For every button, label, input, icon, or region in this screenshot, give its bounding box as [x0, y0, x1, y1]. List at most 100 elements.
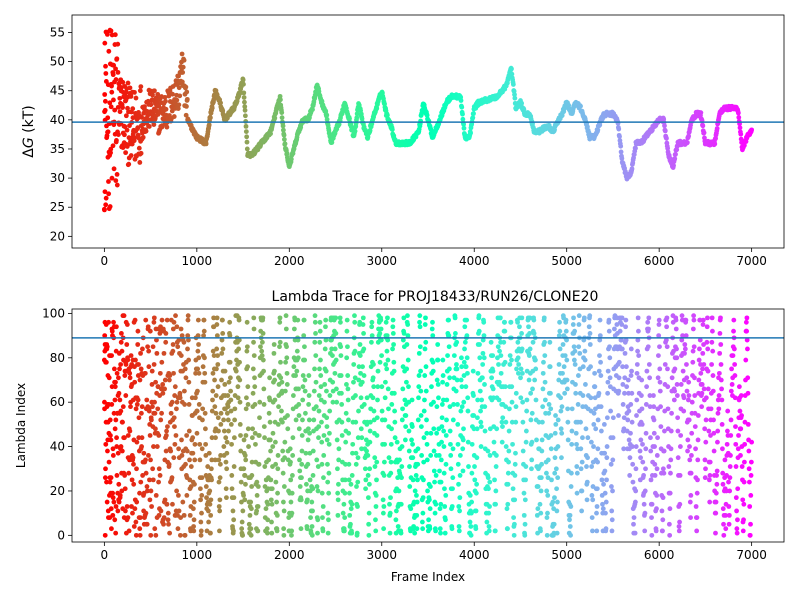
x-tick-label: 6000 [644, 254, 675, 268]
lambda-point [715, 439, 720, 445]
lambda-point [513, 404, 519, 410]
lambda-point [254, 479, 260, 485]
lambda-point [143, 470, 149, 476]
lambda-point [338, 344, 344, 350]
lambda-point [138, 366, 144, 372]
delta-g-point [281, 136, 287, 142]
lambda-point [377, 331, 383, 336]
lambda-point [657, 388, 663, 394]
lambda-point [263, 506, 269, 512]
lambda-point [676, 524, 682, 529]
lambda-point [271, 342, 277, 347]
lambda-point [731, 317, 737, 323]
lambda-point [281, 508, 287, 514]
delta-g-point [102, 98, 108, 104]
lambda-point [583, 382, 588, 387]
lambda-point [527, 315, 533, 321]
lambda-point [394, 439, 400, 445]
lambda-point [281, 526, 287, 532]
lambda-point [369, 324, 375, 330]
lambda-point [434, 377, 440, 383]
lambda-point [243, 481, 248, 487]
lambda-point [446, 317, 452, 323]
delta-g-point [244, 146, 250, 152]
lambda-point [151, 319, 157, 325]
lambda-point [144, 484, 150, 489]
lambda-point [500, 415, 506, 421]
lambda-point [273, 461, 279, 467]
lambda-point [428, 430, 434, 436]
lambda-point [207, 501, 213, 507]
lambda-point [430, 359, 436, 365]
lambda-point [165, 424, 170, 430]
lambda-point [724, 441, 730, 447]
lambda-point [321, 475, 326, 481]
lambda-point [390, 331, 396, 336]
lambda-point [448, 453, 454, 458]
lambda-point [194, 408, 200, 414]
lambda-point [373, 504, 379, 509]
lambda-point [597, 353, 602, 358]
lambda-point [241, 437, 247, 443]
lambda-point [674, 393, 680, 398]
lambda-point [140, 346, 145, 352]
lambda-point [313, 404, 319, 410]
lambda-point [412, 488, 418, 494]
lambda-point [687, 457, 693, 463]
lambda-point [719, 386, 724, 392]
lambda-point [268, 477, 274, 483]
lambda-point [554, 530, 560, 536]
lambda-point [255, 504, 261, 509]
lambda-point [451, 402, 456, 407]
lambda-point [595, 417, 601, 423]
lambda-point [288, 459, 293, 465]
lambda-point [137, 490, 142, 496]
lambda-point [567, 524, 573, 529]
lambda-point [559, 455, 564, 461]
lambda-point [571, 344, 577, 350]
lambda-point [384, 366, 390, 372]
lambda-point [588, 439, 594, 445]
lambda-point [122, 473, 128, 478]
lambda-point [304, 497, 310, 503]
lambda-point [438, 479, 444, 485]
lambda-point [162, 377, 168, 383]
lambda-point [505, 526, 510, 532]
lambda-point [306, 393, 312, 398]
lambda-point [199, 510, 204, 516]
lambda-point [591, 410, 597, 416]
lambda-point [569, 406, 575, 412]
lambda-point [369, 319, 375, 325]
lambda-point [498, 353, 504, 358]
lambda-point [218, 453, 224, 458]
lambda-point [622, 350, 628, 356]
lambda-point [658, 404, 663, 410]
lambda-point [686, 379, 692, 385]
lambda-point [224, 439, 230, 445]
delta-g-point [146, 124, 152, 129]
lambda-point [350, 450, 355, 456]
lambda-point [395, 524, 401, 529]
lambda-point [585, 455, 590, 461]
lambda-point [381, 526, 387, 532]
lambda-point [714, 473, 719, 478]
lambda-point [159, 359, 165, 365]
lambda-point [108, 506, 114, 512]
lambda-point [367, 439, 373, 445]
lambda-point [359, 446, 364, 452]
lambda-point [496, 379, 502, 385]
lambda-point [237, 377, 243, 383]
lambda-point [580, 393, 586, 398]
lambda-point [746, 466, 752, 472]
lambda-point [522, 497, 528, 503]
lambda-point [298, 497, 304, 503]
lambda-point [388, 495, 393, 501]
lambda-point [673, 326, 679, 332]
lambda-point [217, 497, 223, 503]
lambda-point [523, 477, 528, 483]
lambda-point [301, 317, 307, 323]
delta-g-point [181, 57, 187, 63]
lambda-point [396, 488, 402, 494]
lambda-point [706, 428, 712, 434]
lambda-point [578, 446, 584, 452]
